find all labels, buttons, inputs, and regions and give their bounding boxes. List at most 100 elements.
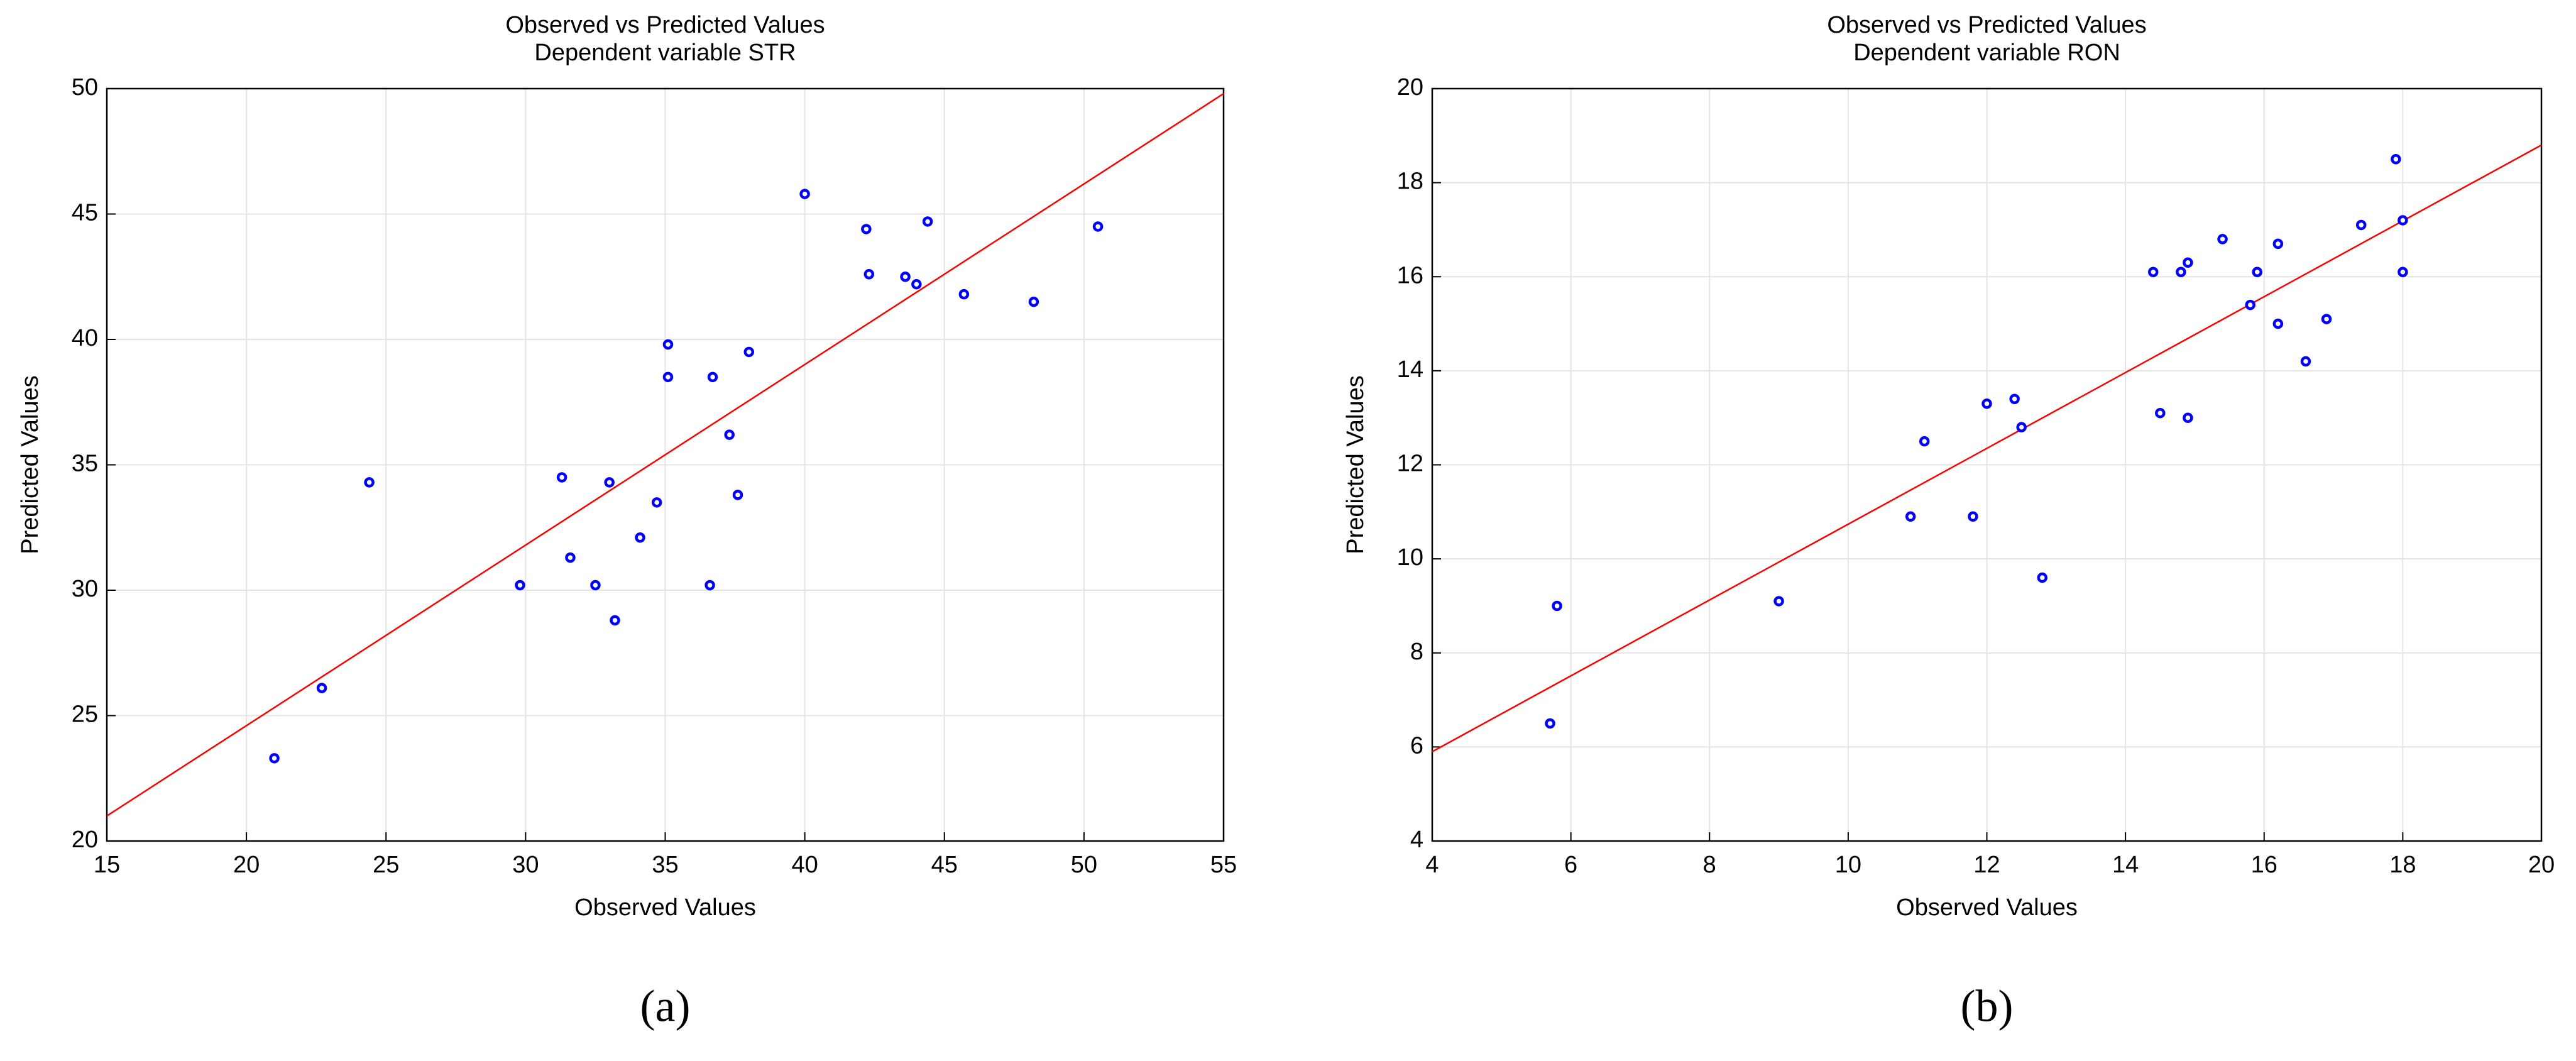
point <box>610 615 620 626</box>
y-tick-label: 20 <box>1397 74 1423 101</box>
y-tick-label: 40 <box>72 325 98 351</box>
point <box>1905 511 1916 522</box>
x-tick-label: 15 <box>94 852 120 878</box>
point <box>1092 221 1104 232</box>
plot-frame <box>106 87 1225 842</box>
point <box>2016 422 2027 432</box>
x-tick-label: 25 <box>373 852 399 878</box>
x-tick-label: 14 <box>2112 852 2139 878</box>
x-tick-label: 10 <box>1835 852 1861 878</box>
x-axis-label: Observed Values <box>1896 894 2078 921</box>
chart-subtitle: Dependent variable STR <box>534 40 796 66</box>
point <box>2321 314 2332 324</box>
point <box>911 278 922 290</box>
point <box>316 683 327 693</box>
point <box>1981 398 1992 409</box>
y-axis-label: Predicted Values <box>1342 375 1369 554</box>
point <box>2252 267 2262 278</box>
x-tick-label: 8 <box>1703 852 1716 878</box>
chart-title: Observed vs Predicted Values <box>1827 12 2146 38</box>
point <box>556 472 567 483</box>
point <box>704 580 715 591</box>
x-tick-label: 45 <box>931 852 958 878</box>
point <box>2300 356 2311 367</box>
fit-line <box>1432 144 2542 752</box>
point <box>662 339 674 350</box>
fit-line <box>106 92 1224 817</box>
y-tick-label: 14 <box>1397 356 1423 383</box>
point <box>1968 511 1978 522</box>
x-tick-label: 20 <box>233 852 260 878</box>
point <box>2355 219 2367 231</box>
y-tick-label: 10 <box>1397 544 1423 571</box>
point <box>2183 412 2193 423</box>
y-tick-label: 4 <box>1410 827 1423 853</box>
x-tick-label: 35 <box>652 852 678 878</box>
chart-title: Observed vs Predicted Values <box>505 12 825 38</box>
point <box>900 272 911 282</box>
y-tick-label: 30 <box>72 576 98 602</box>
chart-subtitle: Dependent variable RON <box>1853 40 2120 66</box>
y-axis-label: Predicted Values <box>17 375 43 554</box>
point <box>2155 407 2166 419</box>
point <box>2176 267 2186 278</box>
subfigure-label: (b) <box>1961 981 2014 1031</box>
point <box>662 371 674 383</box>
point <box>604 477 615 488</box>
point <box>1552 600 1562 612</box>
point <box>515 580 525 591</box>
point <box>2398 267 2408 278</box>
x-tick-label: 18 <box>2389 852 2416 878</box>
x-tick-label: 30 <box>512 852 539 878</box>
x-tick-label: 20 <box>2528 852 2555 878</box>
x-axis-label: Observed Values <box>574 894 756 921</box>
point <box>651 497 662 508</box>
point <box>707 371 718 383</box>
point <box>2148 267 2159 278</box>
x-tick-label: 4 <box>1425 852 1439 878</box>
point <box>2009 393 2020 405</box>
point <box>2217 234 2228 245</box>
point <box>732 490 743 500</box>
point <box>2398 215 2408 226</box>
point <box>958 289 970 300</box>
point <box>2037 572 2047 583</box>
point <box>2272 318 2284 329</box>
x-tick-label: 12 <box>1973 852 2000 878</box>
point <box>590 580 601 591</box>
point <box>2391 153 2401 165</box>
point <box>1545 718 1555 729</box>
y-tick-label: 35 <box>72 451 98 477</box>
point <box>2183 257 2193 268</box>
point <box>1919 436 1930 447</box>
x-tick-label: 40 <box>791 852 818 878</box>
y-tick-label: 20 <box>72 827 98 853</box>
point <box>2245 299 2255 311</box>
point <box>269 753 280 764</box>
point <box>1773 596 1784 607</box>
x-tick-label: 6 <box>1564 852 1577 878</box>
point <box>364 477 375 488</box>
y-tick-label: 18 <box>1397 168 1423 195</box>
y-tick-label: 25 <box>72 701 98 728</box>
point <box>861 224 872 234</box>
y-tick-label: 16 <box>1397 262 1423 289</box>
x-tick-label: 55 <box>1210 852 1237 878</box>
point <box>724 429 735 440</box>
x-tick-label: 50 <box>1071 852 1097 878</box>
point <box>863 269 875 280</box>
point <box>799 189 810 199</box>
point <box>1028 296 1039 307</box>
y-tick-label: 45 <box>72 200 98 226</box>
subfigure-label: (a) <box>640 981 691 1031</box>
point <box>743 346 755 358</box>
y-tick-label: 8 <box>1410 639 1423 665</box>
y-tick-label: 6 <box>1410 732 1423 759</box>
point <box>2272 238 2284 250</box>
y-tick-label: 12 <box>1397 451 1423 477</box>
point <box>635 532 645 543</box>
point <box>922 216 933 227</box>
